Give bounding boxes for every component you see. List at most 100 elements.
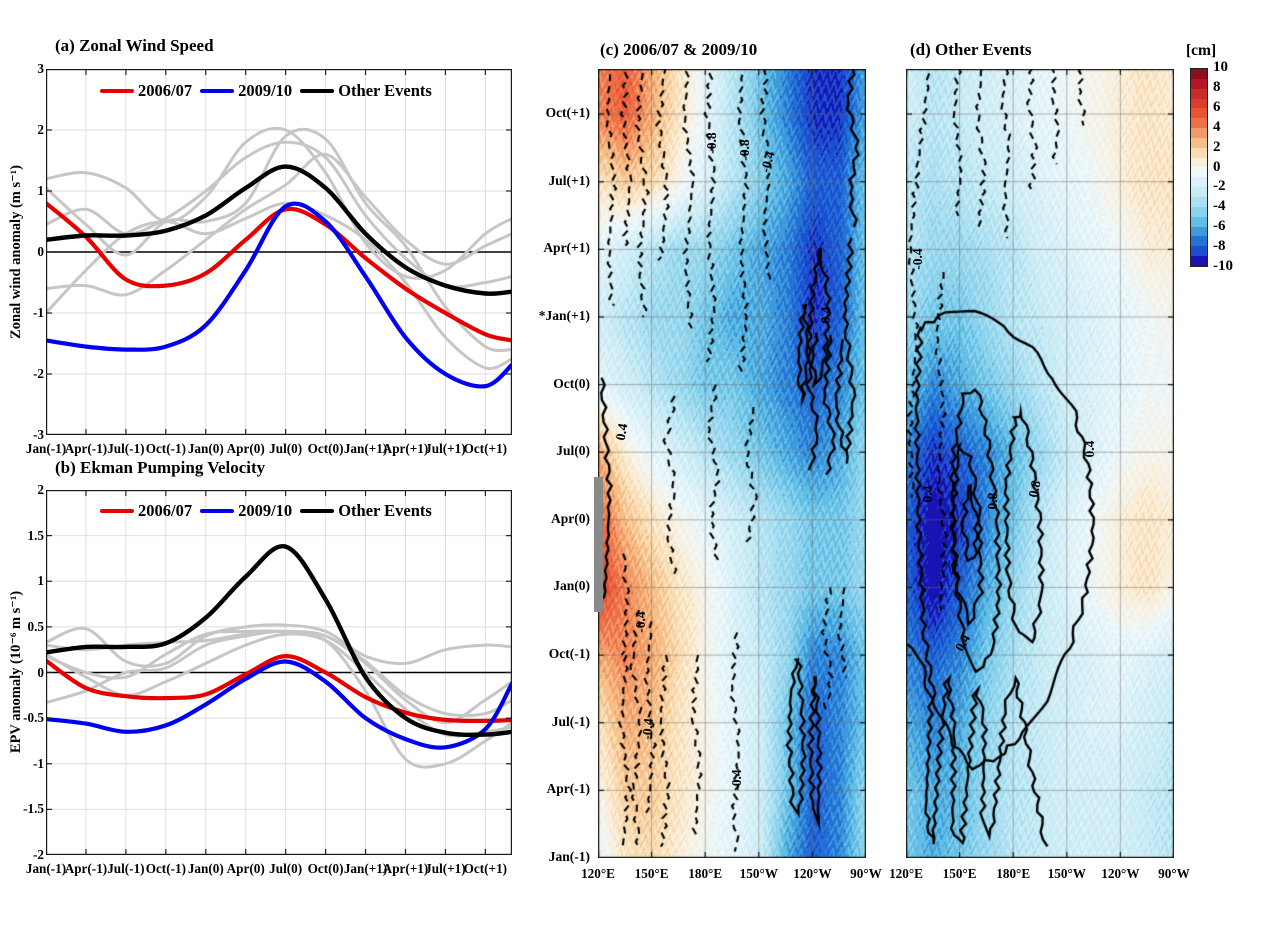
plot-border <box>46 490 512 855</box>
x-tick-label: 150°W <box>739 866 778 881</box>
y-tick-label: Apr(0) <box>551 510 590 526</box>
x-tick-label: Jul(-1) <box>107 441 145 456</box>
colorbar-tick-label: -2 <box>1213 178 1226 195</box>
legend-label: 2009/10 <box>238 501 293 520</box>
plot-border <box>46 69 512 435</box>
y-tick-label: 2 <box>37 482 44 497</box>
y-tick-label: 3 <box>37 61 44 76</box>
legend-label: Other Events <box>338 81 432 100</box>
colorbar-segment <box>1191 69 1207 79</box>
hovmoller-plot-d <box>906 69 1174 858</box>
contour-label: -0.8 <box>704 132 719 154</box>
x-tick-label: Apr(+1) <box>382 441 429 456</box>
contour-label: 0.4 <box>1082 440 1097 458</box>
legend-line-blue <box>200 508 235 514</box>
colorbar-segment <box>1191 137 1207 148</box>
y-tick-label: Jul(0) <box>556 443 590 459</box>
tick-marks <box>46 69 512 435</box>
colorbar-segment <box>1191 246 1207 257</box>
x-tick-label: Jan(-1) <box>25 861 67 876</box>
colorbar-tick-label: -6 <box>1213 218 1226 235</box>
x-tick-label: Apr(-1) <box>64 861 108 876</box>
series-line-2006-07 <box>46 201 512 343</box>
panel-a-legend: 2006/07 2009/10 Other Events <box>100 81 432 101</box>
legend-entry: 2006/07 <box>100 81 192 101</box>
y-tick-label: Apr(-1) <box>546 781 591 797</box>
colorbar-segment <box>1191 147 1207 158</box>
legend-entry: 2009/10 <box>200 81 292 101</box>
legend-line-blue <box>200 88 235 94</box>
panel-b-title: (b) Ekman Pumping Velocity <box>55 458 266 477</box>
x-tick-label: Apr(0) <box>226 861 265 876</box>
x-tick-label: Jul(-1) <box>107 861 145 876</box>
series-line-other-event-2 <box>46 629 512 718</box>
colorbar-segment <box>1191 118 1207 129</box>
y-tick-label: -1 <box>33 305 44 320</box>
panel-a-plot <box>46 69 512 435</box>
x-tick-label: Apr(0) <box>226 441 265 456</box>
contour-label: -0.4 <box>729 769 744 791</box>
x-tick-label: Jul(0) <box>269 441 303 456</box>
colorbar-segment <box>1191 88 1207 99</box>
y-tick-label: Oct(+1) <box>545 105 590 121</box>
series-line-other-event-5 <box>46 127 512 353</box>
x-tick-label: 120°W <box>1101 866 1140 881</box>
colorbar-segment <box>1191 98 1207 109</box>
y-tick-label: -1 <box>33 755 44 771</box>
colorbar-segment <box>1191 226 1207 237</box>
colorbar <box>1190 68 1208 267</box>
colorbar-segment <box>1191 78 1207 89</box>
event-period-bar <box>594 477 603 613</box>
panel-c-title: (c) 2006/07 & 2009/10 <box>600 40 758 59</box>
legend-line-red <box>100 508 134 514</box>
series-group <box>46 544 512 769</box>
x-tick-label: Jul(+1) <box>425 441 466 456</box>
legend-entry: Other Events <box>300 501 432 521</box>
colorbar-segment <box>1191 177 1207 188</box>
legend-entry: Other Events <box>300 81 432 101</box>
colorbar-tick-label: -8 <box>1213 238 1226 255</box>
legend-entry: 2006/07 <box>100 501 192 521</box>
y-tick-label: Jul(-1) <box>551 713 590 729</box>
y-tick-label: Apr(+1) <box>543 240 590 256</box>
colorbar-tick-label: 10 <box>1213 59 1228 75</box>
colorbar-title: [cm] <box>1186 42 1217 59</box>
y-tick-label: Jan(0) <box>553 578 590 594</box>
legend-label: 2006/07 <box>138 81 193 100</box>
colorbar-segment <box>1191 157 1207 168</box>
x-tick-label: Jan(0) <box>187 861 224 876</box>
x-tick-label: Oct(+1) <box>463 441 508 456</box>
x-tick-label: 150°E <box>634 866 669 881</box>
x-tick-label: 90°W <box>850 866 882 881</box>
legend-entry: 2009/10 <box>200 501 292 521</box>
colorbar-tick-label: -10 <box>1213 258 1233 274</box>
x-tick-label: Jul(0) <box>269 861 303 876</box>
x-tick-label: 180°E <box>996 866 1031 881</box>
contour-label: -0.4 <box>633 611 648 633</box>
series-line-2009-10 <box>46 659 512 750</box>
series-line-2006-07 <box>46 653 512 724</box>
contour-label: 0.4 <box>818 306 833 324</box>
x-tick-label: 180°E <box>688 866 723 881</box>
legend-label: Other Events <box>338 501 432 520</box>
y-tick-label: 0 <box>37 664 44 680</box>
x-tick-label: Jan(+1) <box>343 441 388 456</box>
x-tick-label: 90°W <box>1158 866 1190 881</box>
contour-label: 0.8 <box>1025 479 1044 499</box>
y-tick-label: -0.5 <box>23 710 44 726</box>
panel-a-title: (a) Zonal Wind Speed <box>55 36 214 55</box>
legend-label: 2006/07 <box>138 501 193 520</box>
contour-label: -0.4 <box>639 717 656 741</box>
y-tick-label: 1 <box>37 573 44 589</box>
y-tick-label: 0.5 <box>27 618 44 634</box>
colorbar-segment <box>1191 206 1207 217</box>
colorbar-tick-label: 0 <box>1213 158 1221 175</box>
x-tick-label: Oct(0) <box>307 861 344 876</box>
x-tick-label: 150°E <box>942 866 977 881</box>
colorbar-tick-label: -4 <box>1213 198 1226 215</box>
x-tick-label: 120°E <box>889 866 923 881</box>
series-line-other-event-3 <box>46 152 512 297</box>
panel-d-title: (d) Other Events <box>910 40 1032 59</box>
legend-line-black <box>300 88 335 94</box>
